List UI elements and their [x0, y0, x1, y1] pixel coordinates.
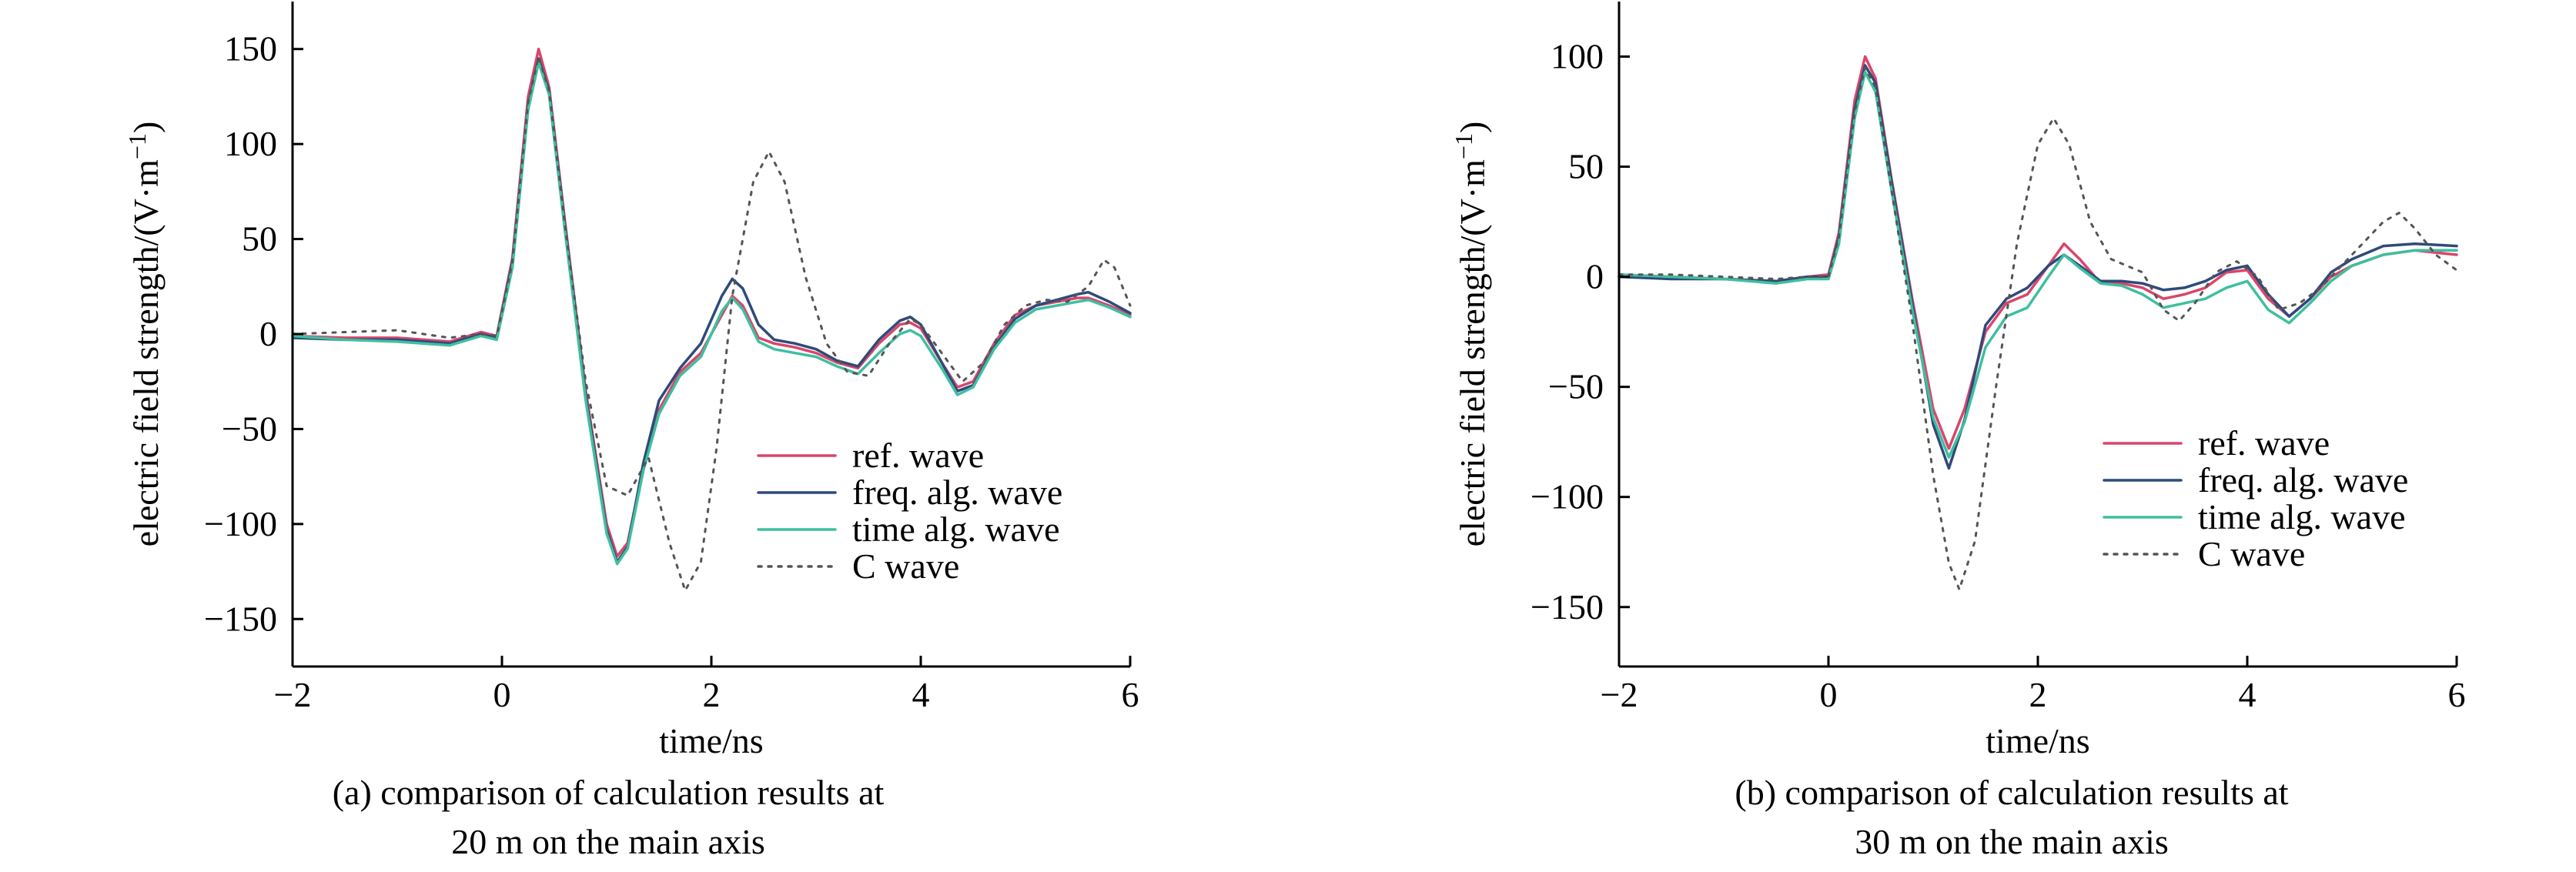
caption-a-line-1: (a) comparison of calculation results at — [332, 773, 885, 812]
legend-label: time alg. wave — [2198, 497, 2406, 536]
y-tick-label: 50 — [1568, 147, 1604, 186]
x-tick-label: 2 — [2029, 675, 2047, 714]
legend-label: ref. wave — [852, 436, 984, 475]
x-tick-label: 6 — [1122, 675, 1139, 714]
x-tick-label: 4 — [2239, 675, 2257, 714]
y-tick-label: −50 — [1548, 367, 1604, 406]
x-tick-label: 0 — [493, 675, 511, 714]
x-tick-label: 0 — [1820, 675, 1838, 714]
legend-label: freq. alg. wave — [2198, 460, 2408, 499]
x-tick-label: 2 — [703, 675, 721, 714]
series-line-ref — [291, 47, 1132, 558]
legend-label: freq. alg. wave — [852, 473, 1062, 512]
legend-label: time alg. wave — [852, 510, 1060, 549]
y-tick-label: −100 — [204, 504, 277, 543]
caption-a-line-2: 20 m on the main axis — [451, 822, 765, 861]
legend-label: C wave — [2198, 534, 2305, 573]
x-tick-label: 6 — [2448, 675, 2466, 714]
y-tick-label: −50 — [222, 409, 277, 448]
caption-b-line-2: 30 m on the main axis — [1855, 822, 2169, 861]
chart-panel-a: −2 0 2 4 6 150 100 50 0 −50 −100 −150 time/ns electri… — [123, 2, 1139, 867]
chart-a-svg: −2 0 2 4 6 150 100 50 0 −50 −100 −150 time/ns electri… — [123, 2, 1139, 760]
y-axis-label: electric field strength/(V·m−1) — [123, 122, 166, 547]
chart-panel-b: −2 0 2 4 6 100 50 0 −50 −100 −150 time/ns electric f… — [1288, 0, 2576, 872]
series-line-freq — [1618, 64, 2458, 470]
x-tick-label: −2 — [274, 675, 312, 714]
x-axis-label: time/ns — [659, 721, 763, 760]
legend-label: ref. wave — [2198, 423, 2330, 463]
y-tick-label: −150 — [204, 599, 277, 638]
x-tick-label: 4 — [912, 675, 930, 714]
series-line-c — [1618, 66, 2458, 591]
y-tick-label: 150 — [224, 29, 277, 68]
y-tick-label: 100 — [1551, 37, 1604, 76]
y-tick-label: 0 — [259, 314, 277, 353]
chart-b-svg: −2 0 2 4 6 100 50 0 −50 −100 −150 time/ns electric f… — [1450, 2, 2466, 760]
x-tick-label: −2 — [1601, 675, 1638, 714]
legend-label: C wave — [852, 546, 959, 586]
series-line-ref — [1618, 55, 2458, 450]
caption-b-line-1: (b) comparison of calculation results at — [1735, 773, 2289, 812]
y-tick-label: 50 — [242, 219, 277, 259]
caption-b: (b) comparison of calculation results at… — [1627, 768, 2397, 867]
y-tick-label: −150 — [1531, 587, 1604, 626]
series-line-time — [1618, 70, 2458, 459]
caption-a: (a) comparison of calculation results at… — [216, 768, 1001, 867]
y-tick-label: 0 — [1586, 257, 1604, 296]
y-axis-label: electric field strength/(V·m−1) — [1450, 122, 1492, 547]
x-axis-label: time/ns — [1986, 721, 2089, 760]
series-line-c — [291, 55, 1132, 592]
y-tick-label: 100 — [224, 124, 277, 163]
y-tick-label: −100 — [1531, 477, 1604, 516]
